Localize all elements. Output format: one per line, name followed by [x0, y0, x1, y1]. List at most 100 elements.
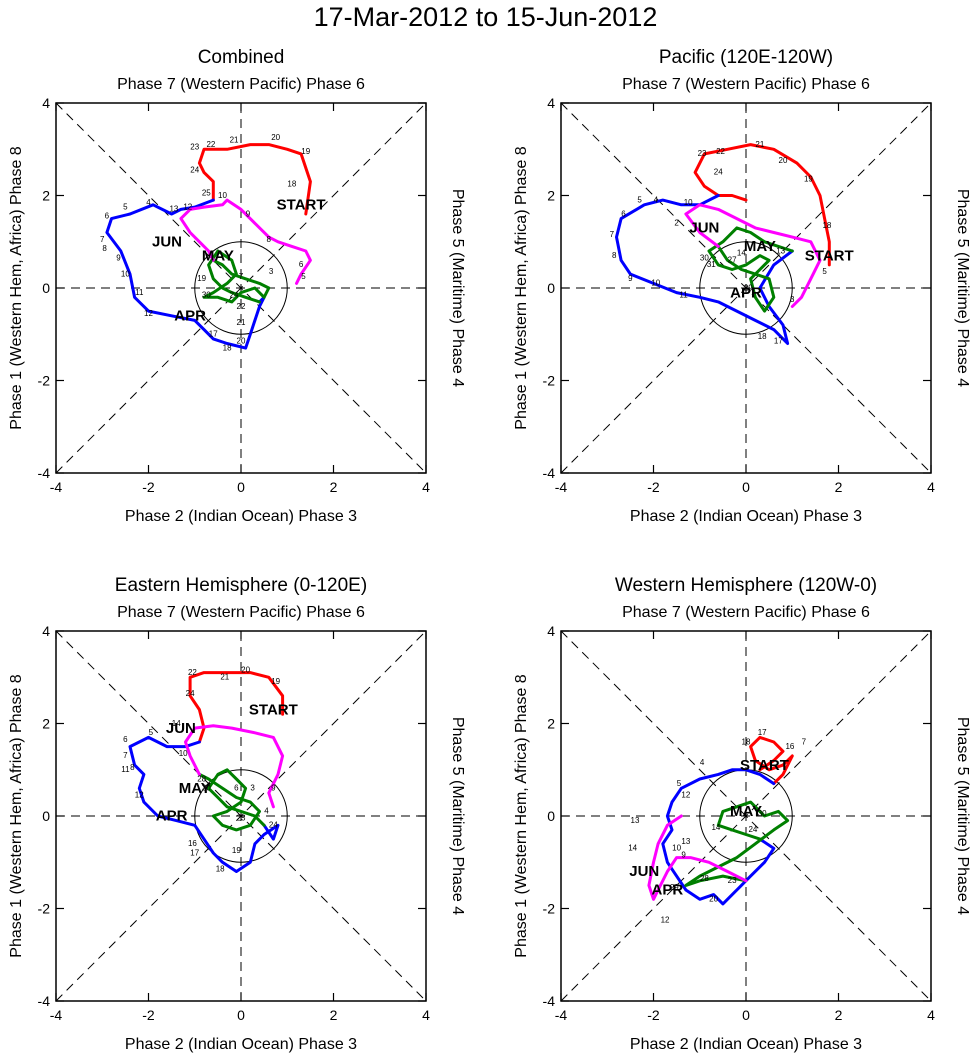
day-label: 29	[670, 883, 679, 892]
day-label: 5	[822, 267, 827, 276]
day-label: 14	[628, 844, 637, 853]
day-label: 19	[271, 677, 280, 686]
day-label: 4	[264, 807, 269, 816]
x-tick-label: 4	[927, 1007, 935, 1023]
x-tick-label: -4	[555, 479, 568, 495]
series-line-mar	[749, 735, 794, 786]
day-label: 24	[230, 290, 239, 299]
left-axis-label: Phase 1 (Western Hem, Africa) Phase 8	[513, 146, 530, 429]
day-label: 16	[188, 839, 197, 848]
series-line-apr	[661, 768, 776, 906]
day-label: 7	[802, 737, 807, 746]
day-label: 5	[637, 195, 642, 204]
day-label: 24	[190, 165, 199, 174]
day-label: 8	[267, 235, 272, 244]
day-label: 21	[220, 673, 229, 682]
bottom-axis-label: Phase 2 (Indian Ocean) Phase 3	[125, 508, 357, 525]
y-tick-label: -4	[543, 465, 556, 481]
day-label: 29	[744, 283, 753, 292]
day-label: 18	[223, 343, 232, 352]
day-label: 22	[206, 140, 215, 149]
day-label: 9	[246, 209, 251, 218]
series-line-may	[684, 800, 790, 887]
month-label-jun: JUN	[152, 233, 182, 250]
day-label: 28	[197, 774, 206, 783]
y-tick-label: 4	[547, 95, 555, 111]
panel-western-hemisphere: Western Hemisphere (120W-0) Phase 7 (West…	[505, 568, 971, 1058]
x-tick-label: 0	[237, 1007, 245, 1023]
y-tick-label: -2	[38, 373, 51, 389]
day-label: 22	[237, 302, 246, 311]
chart-svg: Pacific (120E-120W) Phase 7 (Western Paci…	[513, 47, 971, 525]
day-label: 10	[218, 191, 227, 200]
y-tick-label: 4	[42, 623, 50, 639]
day-label: 11	[121, 765, 130, 774]
day-label: 11	[135, 288, 144, 297]
day-label: 30	[202, 290, 211, 299]
bottom-axis-label: Phase 2 (Indian Ocean) Phase 3	[630, 1036, 862, 1053]
day-label: 6	[123, 735, 128, 744]
x-tick-label: 4	[422, 479, 430, 495]
day-label: 22	[188, 668, 197, 677]
day-label: 5	[123, 202, 128, 211]
series-line-apr	[105, 198, 266, 350]
series-line-apr	[615, 194, 794, 345]
left-axis-label: Phase 1 (Western Hem, Africa) Phase 8	[8, 146, 25, 429]
x-tick-label: -4	[555, 1007, 568, 1023]
day-label: 25	[202, 189, 211, 198]
series-line-may	[707, 226, 794, 313]
y-tick-label: 2	[42, 188, 50, 204]
day-label: 27	[728, 256, 737, 265]
x-tick-label: 0	[742, 479, 750, 495]
day-label: 18	[287, 179, 296, 188]
day-label: 23	[237, 814, 246, 823]
right-axis-label: Phase 5 (Maritime) Phase 4	[449, 189, 466, 387]
unit-circle	[194, 769, 288, 863]
day-label: 10	[651, 279, 660, 288]
day-label: 4	[700, 758, 705, 767]
day-label: 20	[241, 666, 250, 675]
day-label: 12	[135, 791, 144, 800]
day-label: 12	[681, 791, 690, 800]
day-label: 24	[186, 689, 195, 698]
day-label: 12	[183, 202, 192, 211]
day-label: 9	[116, 253, 121, 262]
day-label: 24	[714, 168, 723, 177]
day-label: 6	[234, 784, 239, 793]
start-label: START	[249, 701, 298, 718]
y-tick-label: 2	[547, 188, 555, 204]
month-label-may: MAY	[202, 247, 234, 264]
day-label: 3	[250, 784, 255, 793]
day-label: 13	[681, 837, 690, 846]
day-label: 7	[100, 235, 105, 244]
day-label: 6	[299, 260, 304, 269]
day-label: 14	[172, 719, 181, 728]
series-line-may	[197, 768, 266, 832]
day-label: 6	[621, 209, 626, 218]
x-tick-label: 0	[237, 479, 245, 495]
top-axis-label: Phase 7 (Western Pacific) Phase 6	[117, 76, 365, 93]
top-axis-label: Phase 7 (Western Pacific) Phase 6	[622, 604, 870, 621]
start-label: START	[805, 247, 854, 264]
x-tick-label: -4	[50, 1007, 63, 1023]
x-tick-label: 2	[330, 1007, 338, 1023]
panel-combined: Combined Phase 7 (Western Pacific) Phase …	[0, 40, 466, 530]
x-tick-label: -2	[142, 1007, 155, 1023]
series-line-apr	[128, 735, 280, 873]
chart-svg: Eastern Hemisphere (0-120E) Phase 7 (West…	[8, 575, 466, 1053]
day-label: 10	[672, 844, 681, 853]
right-axis-label: Phase 5 (Maritime) Phase 4	[449, 717, 466, 915]
y-tick-label: -2	[543, 373, 556, 389]
day-label: 4	[654, 195, 659, 204]
month-label-apr: APR	[652, 882, 684, 899]
panel-pacific: Pacific (120E-120W) Phase 7 (Western Paci…	[505, 40, 971, 530]
day-label: 31	[707, 260, 716, 269]
day-label: 4	[146, 198, 151, 207]
x-tick-label: -4	[50, 479, 63, 495]
day-label: 20	[237, 337, 246, 346]
day-label: 23	[728, 876, 737, 885]
day-label: 23	[698, 149, 707, 158]
x-tick-label: -2	[142, 479, 155, 495]
chart-svg: Western Hemisphere (120W-0) Phase 7 (West…	[513, 575, 971, 1053]
panel-title: Eastern Hemisphere (0-120E)	[115, 575, 367, 596]
